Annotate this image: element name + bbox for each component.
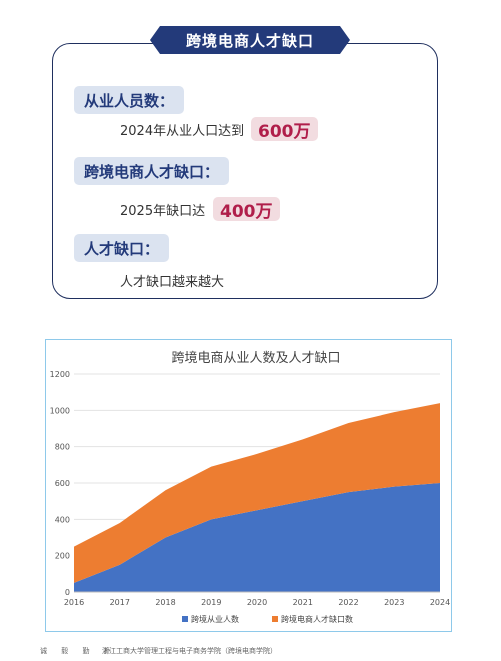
y-tick-label: 1200 bbox=[50, 370, 70, 379]
legend-label: 跨境电商人才缺口数 bbox=[281, 614, 353, 624]
x-tick-label: 2024 bbox=[430, 598, 450, 607]
chart-title: 跨境电商从业人数及人才缺口 bbox=[171, 351, 340, 366]
x-tick-label: 2019 bbox=[201, 598, 221, 607]
y-tick-label: 800 bbox=[55, 443, 70, 452]
chart-panel: 跨境电商从业人数及人才缺口 0 200 400 600 800 1000 1200 2016 2… bbox=[45, 339, 452, 632]
practitioners-value-badge: 600万 bbox=[251, 117, 318, 142]
x-tick-label: 2023 bbox=[384, 598, 404, 607]
heading-talent-gap: 跨境电商人才缺口： bbox=[74, 157, 230, 185]
x-tick-label: 2021 bbox=[293, 598, 313, 607]
heading-practitioners: 从业人员数： bbox=[74, 86, 185, 114]
talent-gap-text: 2025年缺口达 bbox=[120, 203, 206, 219]
legend-label: 跨境从业人数 bbox=[191, 614, 239, 624]
practitioners-text: 2024年从业人口达到 bbox=[120, 123, 245, 139]
area-series-1 bbox=[74, 483, 440, 592]
x-tick-label: 2016 bbox=[64, 598, 84, 607]
talent-gap-value-badge: 400万 bbox=[213, 197, 280, 222]
y-tick-label: 1000 bbox=[50, 406, 70, 415]
shortage-text: 人才缺口越来越大 bbox=[120, 274, 225, 290]
heading-shortage: 人才缺口： bbox=[74, 234, 170, 262]
y-tick-label: 600 bbox=[55, 479, 70, 488]
y-tick-label: 200 bbox=[55, 552, 70, 561]
footer-motto: 诚 毅 勤 朴 bbox=[40, 646, 117, 655]
x-tick-label: 2022 bbox=[338, 598, 358, 607]
x-tick-label: 2017 bbox=[110, 598, 130, 607]
footer: 诚 毅 勤 朴 浙江工商大学管理工程与电子商务学院（跨境电商学院） bbox=[0, 640, 501, 661]
legend-swatch bbox=[272, 616, 278, 622]
y-tick-label: 0 bbox=[65, 588, 70, 597]
y-tick-label: 400 bbox=[55, 515, 70, 524]
footer-institution: 浙江工商大学管理工程与电子商务学院（跨境电商学院） bbox=[102, 646, 277, 655]
card-title: 跨境电商人才缺口 bbox=[150, 26, 350, 54]
area-series-2 bbox=[74, 403, 440, 583]
x-tick-label: 2020 bbox=[247, 598, 267, 607]
x-tick-label: 2018 bbox=[155, 598, 175, 607]
legend-swatch bbox=[182, 616, 188, 622]
stacked-area-chart: 跨境电商从业人数及人才缺口 0 200 400 600 800 1000 1200 2016 2… bbox=[50, 351, 451, 624]
